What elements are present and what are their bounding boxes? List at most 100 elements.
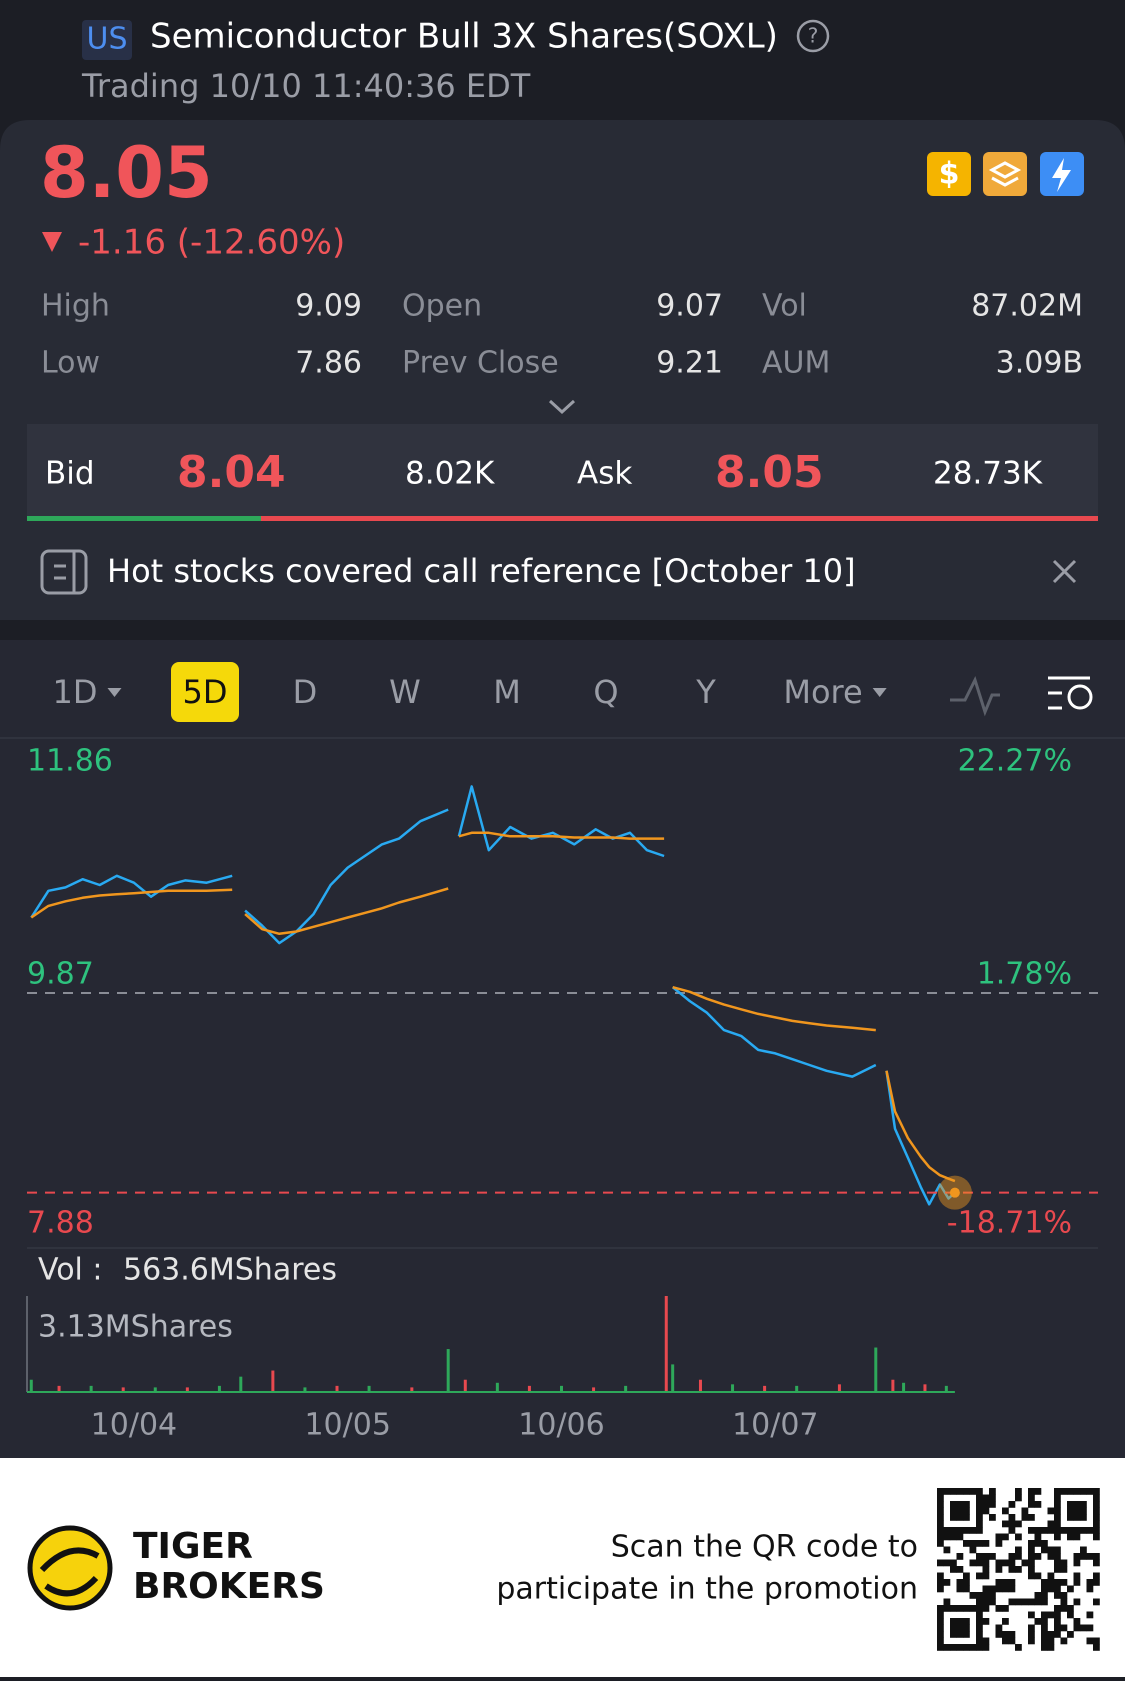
tab[interactable]: 1D	[53, 673, 98, 711]
title[interactable]: Semiconductor Bull 3X Shares(SOXL)	[150, 17, 778, 57]
qr-cell	[982, 1572, 990, 1580]
qr-code[interactable]	[937, 1488, 1100, 1651]
qr-cell	[1028, 1540, 1035, 1547]
qr-cell	[937, 1618, 944, 1625]
qr-cell	[950, 1488, 957, 1495]
qr-cell	[1054, 1546, 1061, 1554]
volume-bar	[239, 1376, 243, 1392]
qr-cell	[1041, 1540, 1048, 1547]
help-glyph: ?	[808, 24, 819, 48]
price-line	[30, 785, 956, 1206]
qr-cell	[950, 1624, 957, 1632]
volume-bar	[795, 1385, 799, 1392]
qr-cell	[943, 1488, 951, 1495]
qr-cell	[1086, 1527, 1094, 1534]
qr-cell	[1047, 1553, 1055, 1560]
expand-chevron[interactable]	[548, 399, 576, 415]
qr-cell	[937, 1605, 944, 1612]
qr-cell	[1073, 1501, 1081, 1508]
qr-cell	[1034, 1592, 1042, 1599]
notice-icon	[40, 549, 88, 595]
qr-cell	[995, 1585, 1003, 1593]
volume-bar	[874, 1347, 878, 1392]
qr-cell	[1021, 1598, 1029, 1606]
dollar-icon[interactable]	[927, 152, 971, 196]
price-line	[30, 831, 956, 1183]
qr-cell	[1008, 1527, 1016, 1534]
qr-cell	[1028, 1566, 1035, 1573]
qr-cell	[937, 1520, 944, 1528]
qr-cell	[950, 1514, 957, 1521]
qr-cell	[1008, 1514, 1016, 1521]
qr-cell	[1047, 1546, 1055, 1554]
volume-bar	[367, 1385, 371, 1392]
tab[interactable]: W	[389, 673, 421, 711]
qr-cell	[1015, 1488, 1022, 1495]
volume-bar	[923, 1384, 927, 1392]
qr-cell	[956, 1585, 964, 1593]
qr-cell	[1093, 1579, 1100, 1586]
qr-cell	[1028, 1501, 1035, 1508]
qr-cell	[937, 1631, 944, 1638]
qr-cell	[976, 1618, 983, 1625]
tab[interactable]: 5D	[183, 673, 228, 711]
qr-cell	[963, 1488, 970, 1495]
qr-cell	[1080, 1553, 1087, 1560]
volume-bar	[57, 1385, 61, 1392]
volume-bar	[217, 1385, 221, 1392]
qr-cell	[1041, 1579, 1048, 1586]
stack-icon[interactable]	[983, 152, 1027, 196]
tab[interactable]: D	[293, 673, 318, 711]
qr-cell	[937, 1611, 944, 1619]
indicator-icon[interactable]	[950, 676, 1000, 717]
qr-cell	[950, 1566, 957, 1573]
close-notice[interactable]	[1052, 559, 1077, 584]
qr-cell	[1073, 1488, 1081, 1495]
qr-cell	[1047, 1637, 1055, 1645]
qr-cell	[1067, 1611, 1074, 1619]
qr-cell	[1054, 1514, 1061, 1521]
qr-cell	[1060, 1598, 1068, 1606]
qr-cell	[1041, 1611, 1048, 1619]
qr-cell	[1021, 1507, 1029, 1515]
qr-cell	[943, 1605, 951, 1612]
volume-bar	[560, 1385, 563, 1392]
qr-cell	[1054, 1553, 1061, 1560]
qr-cell	[1073, 1553, 1081, 1560]
qr-cell	[969, 1540, 977, 1547]
tab[interactable]: Q	[593, 673, 618, 711]
qr-cell	[937, 1644, 944, 1651]
qr-cell	[989, 1494, 996, 1502]
qr-cell	[982, 1553, 990, 1560]
qr-cell	[982, 1540, 990, 1547]
qr-cell	[1041, 1527, 1048, 1534]
qr-cell	[943, 1527, 951, 1534]
qr-cell	[1034, 1527, 1042, 1534]
qr-cell	[1002, 1579, 1009, 1586]
volume-bar	[592, 1387, 596, 1392]
qr-cell	[943, 1546, 951, 1554]
qr-cell	[1015, 1494, 1022, 1502]
tab[interactable]: M	[493, 673, 521, 711]
tab[interactable]: Y	[695, 673, 716, 711]
qr-cell	[1093, 1507, 1100, 1515]
settings-icon[interactable]	[1048, 676, 1090, 710]
notice[interactable]: Hot stocks covered call reference [Octob…	[107, 552, 856, 590]
volume-bar	[527, 1385, 531, 1392]
flash-glyph	[1052, 158, 1071, 192]
tab[interactable]: More	[783, 673, 862, 711]
qr-cell	[943, 1533, 951, 1541]
stat-value: 9.09	[295, 289, 362, 324]
y-tick-label: 7.88	[27, 1206, 94, 1241]
qr-cell	[1028, 1624, 1035, 1632]
help-icon[interactable]	[796, 19, 830, 53]
qr-cell	[1047, 1579, 1055, 1586]
volume-max-label: 3.13MShares	[38, 1310, 233, 1345]
qr-cell	[1093, 1637, 1100, 1645]
stat-value: 9.07	[656, 289, 723, 324]
qr-cell	[1008, 1631, 1016, 1638]
qr-cell	[1093, 1494, 1100, 1502]
qr-cell	[995, 1566, 1003, 1573]
qr-cell	[976, 1527, 983, 1534]
